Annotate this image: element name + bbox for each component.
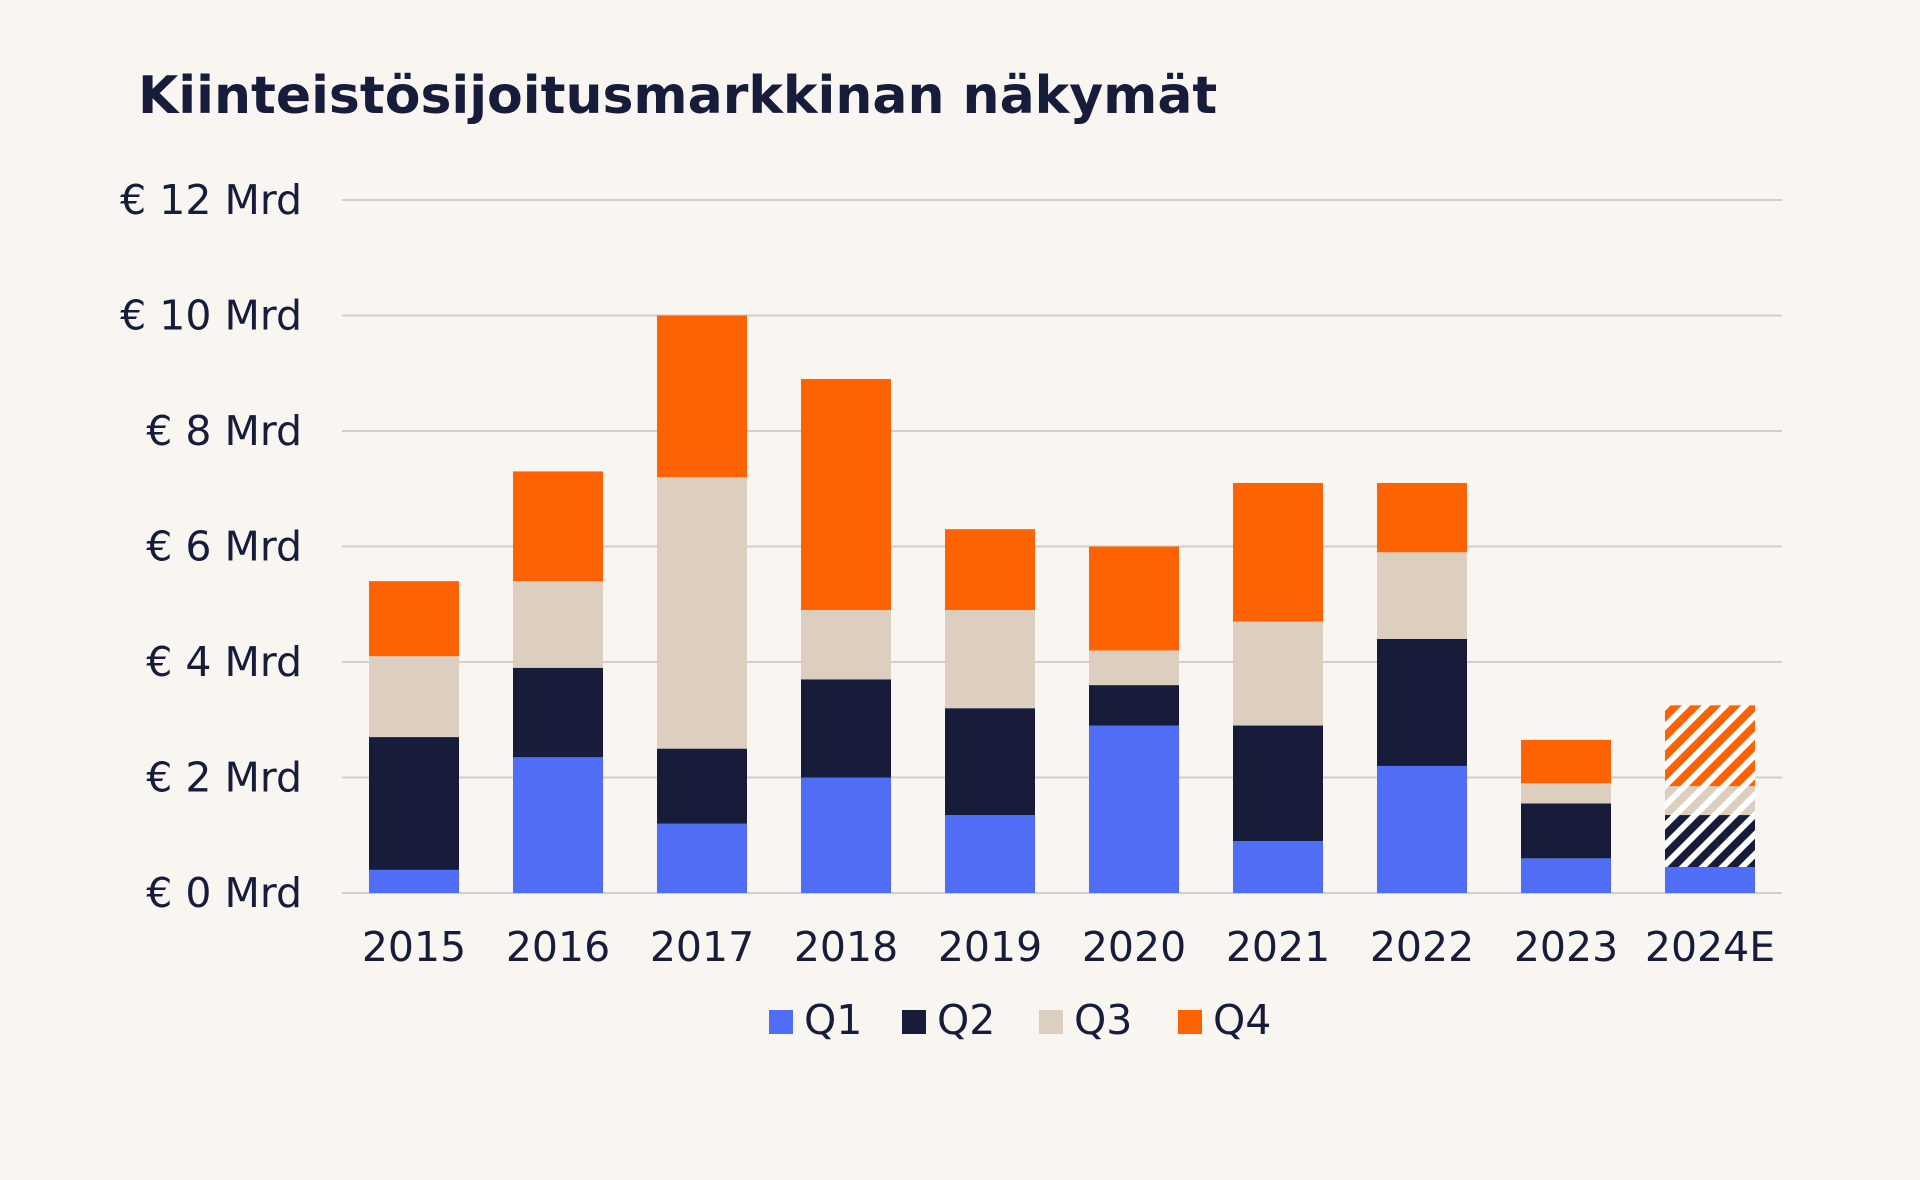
bar-2019-q4 bbox=[945, 529, 1035, 611]
bar-2020-q1 bbox=[1089, 725, 1179, 893]
bar-2021-q3 bbox=[1233, 621, 1323, 726]
bar-2022-q4 bbox=[1377, 482, 1467, 553]
x-axis-labels: 2015 2016 2017 2018 2019 2020 2021 2022 2023 2024… bbox=[362, 923, 1775, 971]
x-tick-label: 2023 bbox=[1514, 923, 1618, 971]
bar-2020-q4 bbox=[1089, 546, 1179, 651]
bar-2019-q1 bbox=[945, 815, 1035, 893]
bar-2021-q4 bbox=[1233, 482, 1323, 622]
bar-2023-q3 bbox=[1521, 783, 1611, 804]
y-tick-label: € 6 Mrd bbox=[146, 523, 302, 571]
bar-2016-q4 bbox=[513, 471, 603, 582]
bar-2018-q4 bbox=[801, 379, 891, 611]
bar-2024E-q1 bbox=[1665, 867, 1755, 893]
bar-2021-q1 bbox=[1233, 841, 1323, 893]
legend: Q1 Q2 Q3 Q4 bbox=[769, 996, 1271, 1044]
bar-2018-q3 bbox=[801, 610, 891, 680]
bar-2022-q3 bbox=[1377, 552, 1467, 639]
bar-2015-q2 bbox=[369, 737, 459, 870]
bar-2021-q2 bbox=[1233, 725, 1323, 842]
bar-2015-q1 bbox=[369, 869, 459, 893]
bar-2018-q1 bbox=[801, 777, 891, 893]
legend-swatch-q4 bbox=[1178, 1010, 1202, 1034]
bar-2019-q3 bbox=[945, 610, 1035, 709]
bar-2024E-q4 bbox=[1665, 705, 1755, 787]
legend-swatch-q3 bbox=[1039, 1010, 1063, 1034]
bar-2020-q3 bbox=[1089, 650, 1179, 686]
y-tick-label: € 0 Mrd bbox=[146, 869, 302, 917]
y-axis-labels: € 0 Mrd € 2 Mrd € 4 Mrd € 6 Mrd € 8 Mrd € 10 … bbox=[120, 176, 302, 917]
y-tick-label: € 2 Mrd bbox=[146, 754, 302, 802]
bars bbox=[369, 315, 1755, 893]
bar-2015-q3 bbox=[369, 656, 459, 738]
bar-2023-q4 bbox=[1521, 739, 1611, 784]
bar-2018-q2 bbox=[801, 679, 891, 778]
bar-2024E-q3 bbox=[1665, 786, 1755, 816]
x-tick-label: 2019 bbox=[938, 923, 1042, 971]
x-tick-label: 2021 bbox=[1226, 923, 1330, 971]
bar-2017-q4 bbox=[657, 315, 747, 478]
bar-2017-q3 bbox=[657, 477, 747, 749]
y-tick-label: € 8 Mrd bbox=[146, 407, 302, 455]
bar-2016-q3 bbox=[513, 581, 603, 668]
bar-2024E-q2 bbox=[1665, 815, 1755, 868]
bar-2017-q2 bbox=[657, 748, 747, 824]
legend-swatch-q2 bbox=[902, 1010, 926, 1034]
bar-2019-q2 bbox=[945, 708, 1035, 816]
bar-2022-q1 bbox=[1377, 765, 1467, 893]
x-tick-label: 2024E bbox=[1645, 923, 1775, 971]
bar-2016-q2 bbox=[513, 667, 603, 758]
legend-label-q1: Q1 bbox=[804, 996, 862, 1044]
x-tick-label: 2015 bbox=[362, 923, 466, 971]
legend-label-q2: Q2 bbox=[937, 996, 995, 1044]
bar-2023-q1 bbox=[1521, 858, 1611, 893]
x-tick-label: 2018 bbox=[794, 923, 898, 971]
bar-2020-q2 bbox=[1089, 685, 1179, 726]
legend-label-q4: Q4 bbox=[1213, 996, 1271, 1044]
legend-swatch-q1 bbox=[769, 1010, 793, 1034]
x-tick-label: 2020 bbox=[1082, 923, 1186, 971]
y-tick-label: € 4 Mrd bbox=[146, 638, 302, 686]
chart-title: Kiinteistösijoitusmarkkinan näkymät bbox=[138, 66, 1217, 126]
x-tick-label: 2017 bbox=[650, 923, 754, 971]
bar-2017-q1 bbox=[657, 823, 747, 893]
y-tick-label: € 12 Mrd bbox=[120, 176, 302, 224]
bar-2022-q2 bbox=[1377, 638, 1467, 766]
x-tick-label: 2022 bbox=[1370, 923, 1474, 971]
x-tick-label: 2016 bbox=[506, 923, 610, 971]
bar-2023-q2 bbox=[1521, 803, 1611, 859]
bar-2015-q4 bbox=[369, 581, 459, 657]
bar-2016-q1 bbox=[513, 757, 603, 893]
y-tick-label: € 10 Mrd bbox=[120, 292, 302, 340]
legend-label-q3: Q3 bbox=[1074, 996, 1132, 1044]
